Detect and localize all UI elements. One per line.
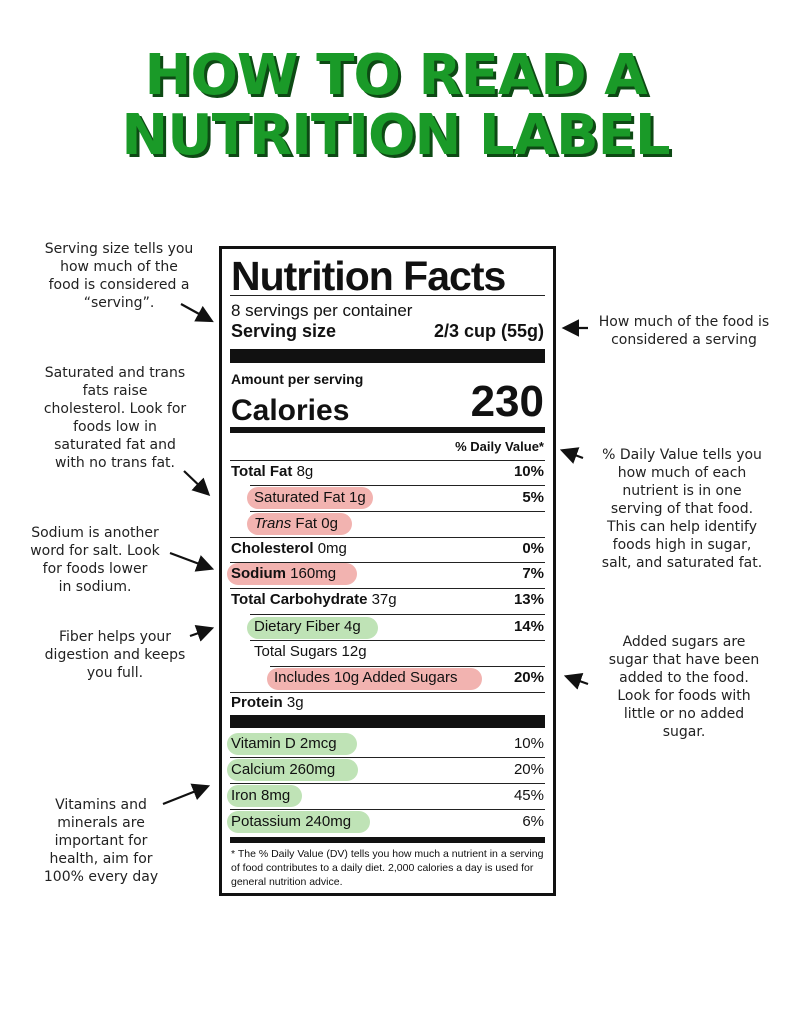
protein-row: Protein 3g: [231, 694, 304, 711]
arrow-serving-size: [180, 303, 214, 323]
arrow-daily-value: [559, 447, 584, 464]
sodium-note: Sodium is another word for salt. Look for…: [30, 525, 160, 595]
divider: [250, 640, 545, 641]
medium-divider: [230, 427, 545, 433]
arrow-vitamins: [162, 783, 211, 806]
calories-value: 230: [470, 377, 544, 426]
cholesterol-dv: 0%: [522, 540, 544, 557]
serving-size-label: Serving size: [231, 321, 337, 341]
vitamins-note: Vitamins and minerals are important for he…: [43, 797, 159, 885]
divider: [230, 783, 545, 784]
thick-divider: [230, 349, 545, 363]
divider: [230, 460, 545, 461]
highlight-saturated-fat: [247, 487, 373, 509]
trans-fat-row: Trans Fat 0g: [254, 515, 338, 532]
total-carb-dv: 13%: [513, 591, 544, 608]
divider: [230, 809, 545, 810]
sodium-row: Sodium 160mg: [231, 565, 337, 582]
medium-divider: [230, 837, 545, 843]
divider: [230, 692, 545, 693]
potassium-dv: 6%: [522, 813, 544, 830]
divider: [250, 614, 545, 615]
added-sugars-dv: 20%: [513, 669, 544, 686]
total-fat-dv: 10%: [513, 463, 544, 480]
total-sugars-row: Total Sugars 12g: [254, 643, 367, 660]
calcium-dv: 20%: [513, 761, 544, 778]
serving-right-note: How much of the food is considered a serv…: [598, 314, 770, 348]
thick-divider: [230, 715, 545, 728]
fiber-row: Dietary Fiber 4g: [254, 618, 361, 635]
highlight-added-sugars: [267, 668, 482, 690]
divider: [230, 562, 545, 563]
total-carb-row: Total Carbohydrate 37g: [231, 591, 397, 608]
saturated-fat-note: Saturated and trans fats raise cholestero…: [43, 365, 187, 471]
divider: [250, 485, 545, 486]
arrow-added-sugars: [563, 673, 589, 690]
arrow-saturated-fat: [183, 470, 211, 497]
highlight-potassium: [227, 811, 370, 833]
added-sugars-note: Added sugars are sugar that have been add…: [608, 634, 760, 740]
calcium-row: Calcium 260mg: [231, 761, 336, 778]
added-sugars-row: Includes 10g Added Sugars: [274, 669, 458, 686]
fiber-note: Fiber helps your digestion and keeps you …: [44, 629, 186, 681]
saturated-fat-row: Saturated Fat 1g: [254, 489, 366, 506]
cholesterol-row: Cholesterol 0mg: [231, 540, 347, 557]
iron-row: Iron 8mg: [231, 787, 291, 804]
servings-per-container: 8 servings per container: [231, 301, 413, 320]
serving-size-note: Serving size tells you how much of the fo…: [44, 241, 194, 311]
iron-dv: 45%: [513, 787, 544, 804]
fiber-dv: 14%: [513, 618, 544, 635]
footnote: * The % Daily Value (DV) tells you how m…: [231, 848, 544, 888]
potassium-row: Potassium 240mg: [231, 813, 352, 830]
nutrition-facts-label: Nutrition Facts 8 servings per container…: [219, 246, 556, 896]
arrow-sodium: [169, 551, 215, 572]
divider: [230, 588, 545, 589]
daily-value-note: % Daily Value tells you how much of each …: [601, 447, 763, 571]
divider: [270, 666, 545, 667]
highlight-fiber: [247, 617, 378, 639]
highlight-iron: [227, 785, 302, 807]
highlight-vitamin-d: [227, 733, 357, 755]
serving-size-value: 2/3 cup (55g): [433, 321, 544, 341]
total-fat-row: Total Fat 8g: [231, 463, 314, 480]
divider: [250, 511, 545, 512]
page-title-line-2: NUTRITION LABEL: [121, 103, 670, 168]
divider: [230, 537, 545, 538]
highlight-calcium: [227, 759, 358, 781]
label-heading: Nutrition Facts: [231, 253, 506, 299]
sodium-dv: 7%: [522, 565, 544, 582]
vitamin-d-dv: 10%: [513, 735, 544, 752]
divider: [230, 295, 545, 296]
page-title-line-1: HOW TO READ A: [144, 43, 647, 108]
vitamin-d-row: Vitamin D 2mcg: [231, 735, 337, 752]
highlight-sodium: [227, 563, 357, 585]
daily-value-header: % Daily Value*: [455, 439, 544, 454]
arrow-fiber: [189, 625, 215, 642]
calories-label: Calories: [231, 394, 350, 427]
divider: [230, 757, 545, 758]
highlight-trans-fat: [247, 513, 352, 535]
saturated-fat-dv: 5%: [522, 489, 544, 506]
amount-per-serving: Amount per serving: [231, 371, 364, 387]
